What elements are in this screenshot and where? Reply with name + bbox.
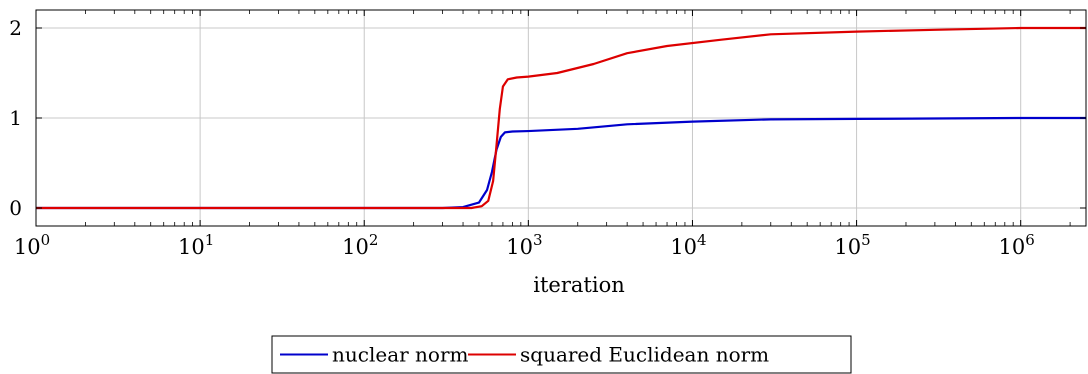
y-tick-label: 2 bbox=[9, 16, 22, 40]
minor-ticks bbox=[85, 10, 1071, 226]
y-tick-label: 1 bbox=[9, 106, 22, 130]
major-ticks bbox=[35, 10, 1086, 226]
series-layer bbox=[36, 26, 1086, 210]
x-tick-label: 105 bbox=[834, 231, 870, 259]
legend: nuclear norm squared Euclidean norm bbox=[271, 335, 852, 374]
x-tick-label: 100 bbox=[14, 231, 50, 259]
x-tick-label: 102 bbox=[342, 231, 378, 259]
x-tick-label: 104 bbox=[670, 231, 706, 259]
x-tick-label: 103 bbox=[506, 231, 542, 259]
y-tick-label: 0 bbox=[9, 196, 22, 220]
x-axis-label: iteration bbox=[533, 273, 624, 297]
legend-label-nuclear-norm: nuclear norm bbox=[332, 343, 469, 367]
series-line-nuclear-norm bbox=[36, 116, 1086, 210]
x-tick-label: 101 bbox=[178, 231, 214, 259]
x-tick-label: 106 bbox=[999, 231, 1035, 259]
series-line-squared-euclidean-norm bbox=[36, 26, 1086, 210]
y-tick-labels: 0 1 2 bbox=[9, 16, 22, 220]
legend-box bbox=[271, 335, 852, 374]
legend-label-squared-euclidean-norm: squared Euclidean norm bbox=[520, 343, 769, 367]
x-tick-labels: 100 101 102 103 104 105 106 bbox=[14, 231, 1035, 259]
